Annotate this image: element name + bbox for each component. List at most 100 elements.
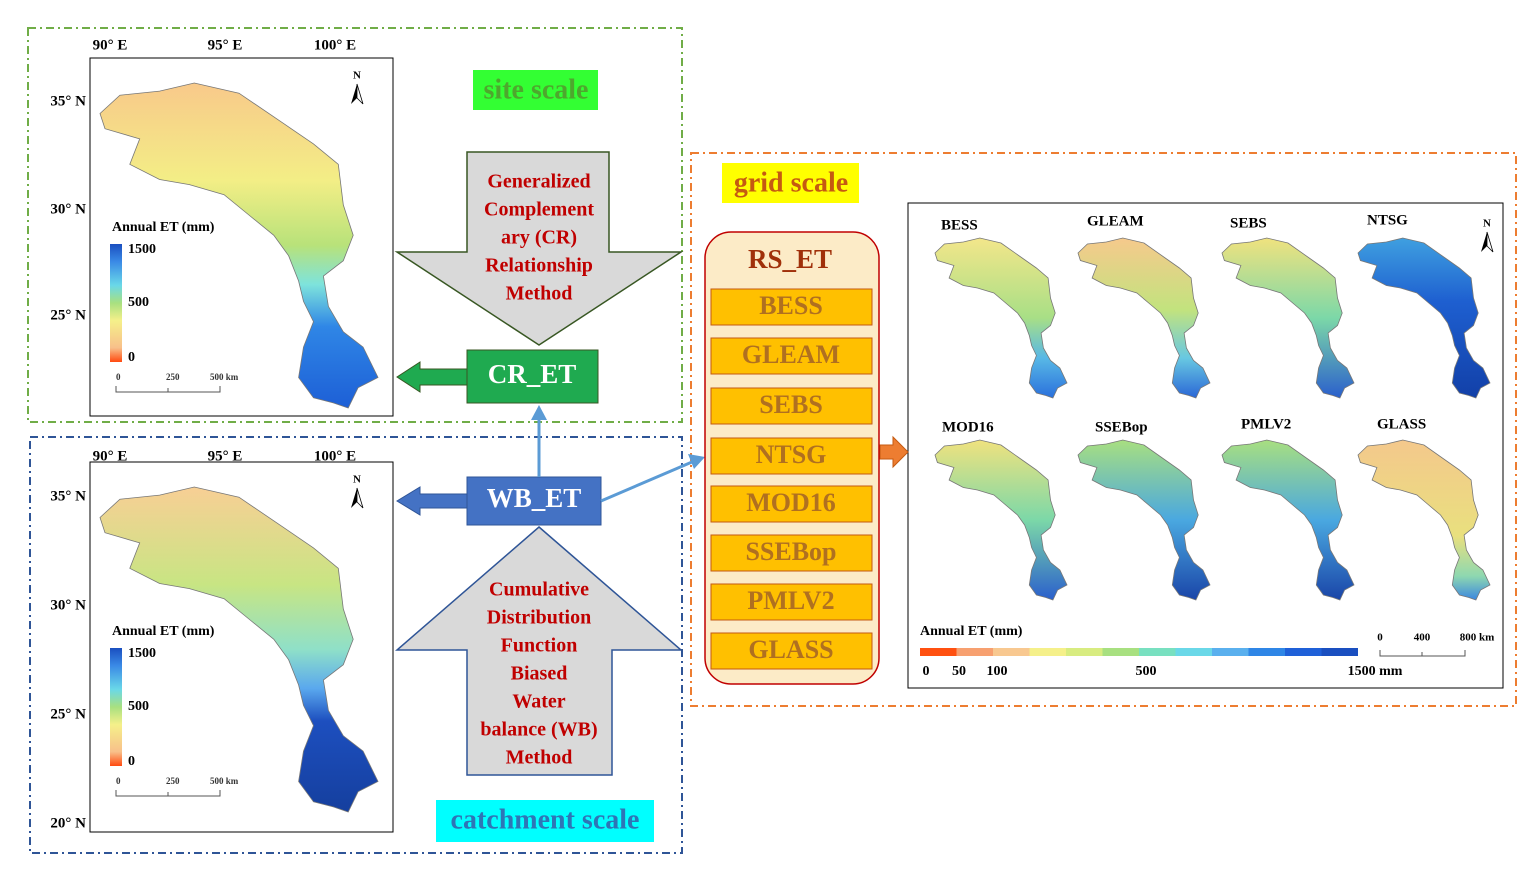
legend-title: Annual ET (mm) xyxy=(920,624,1023,639)
lon-label: 95° E xyxy=(208,37,243,53)
colorbar-label: 1500 mm xyxy=(1348,664,1403,679)
legend-title: Annual ET (mm) xyxy=(112,624,215,639)
colorbar-segment xyxy=(956,648,993,656)
lon-label: 90° E xyxy=(93,448,128,464)
basin-map xyxy=(99,486,379,813)
colorbar-segment xyxy=(1175,648,1212,656)
wb-et-label: WB_ET xyxy=(487,483,582,513)
method-text: Complement xyxy=(484,199,594,221)
scale-label-text: grid scale xyxy=(734,167,848,198)
method-text: Biased xyxy=(511,663,568,685)
product-label: SEBS xyxy=(759,390,823,419)
cr-et-label: CR_ET xyxy=(488,359,577,389)
legend-label: 0 xyxy=(128,754,135,769)
lon-label: 95° E xyxy=(208,448,243,464)
scale-label: 250 xyxy=(166,372,180,382)
scale-label: 0 xyxy=(1377,632,1383,644)
legend-label: 1500 xyxy=(128,242,156,257)
scale-bar xyxy=(115,386,221,393)
product-label: MOD16 xyxy=(746,488,836,517)
north-arrow xyxy=(351,488,357,508)
north-label: N xyxy=(353,474,361,486)
basin-map xyxy=(1077,237,1211,399)
lat-label: 20° N xyxy=(50,815,86,831)
legend-title: Annual ET (mm) xyxy=(112,220,215,235)
basin-map xyxy=(1221,237,1355,399)
basin-map xyxy=(1357,237,1491,399)
legend-label: 0 xyxy=(128,350,135,365)
arrow xyxy=(879,435,909,469)
north-label: N xyxy=(1483,218,1491,230)
basin-map xyxy=(934,237,1068,399)
method-arrow xyxy=(394,526,684,776)
scale-label: 500 km xyxy=(210,372,239,382)
method-text: Method xyxy=(506,283,573,305)
arrowhead xyxy=(531,405,547,420)
basin-map xyxy=(934,439,1068,601)
arrow xyxy=(396,486,468,516)
scale-label: 500 km xyxy=(210,776,239,786)
arrowhead xyxy=(688,454,705,469)
arrow xyxy=(600,460,693,503)
product-box xyxy=(710,583,873,621)
north-label: N xyxy=(353,70,361,82)
legend-label: 1500 xyxy=(128,646,156,661)
grid-panel-border xyxy=(690,152,1517,707)
map-name: MOD16 xyxy=(942,419,994,435)
method-text: Method xyxy=(506,747,573,769)
legend-colorbar xyxy=(110,244,122,362)
product-box xyxy=(710,534,873,572)
colorbar-segment xyxy=(1102,648,1139,656)
label-bg xyxy=(473,70,598,110)
product-box xyxy=(710,337,873,375)
method-text: ary (CR) xyxy=(501,227,577,249)
map-name: NTSG xyxy=(1367,212,1408,228)
product-label: SSEBop xyxy=(745,537,836,566)
method-text: Distribution xyxy=(487,607,591,629)
map-name: PMLV2 xyxy=(1241,416,1291,432)
cr-et-box xyxy=(466,349,599,404)
scale-label: 250 xyxy=(166,776,180,786)
colorbar-segment xyxy=(1285,648,1322,656)
basin-map xyxy=(1077,439,1211,601)
basin-map xyxy=(99,82,379,409)
product-label: GLEAM xyxy=(742,340,840,369)
lat-label: 35° N xyxy=(50,93,86,109)
method-text: balance (WB) xyxy=(480,719,597,741)
product-label: GLASS xyxy=(748,635,833,664)
lon-label: 90° E xyxy=(93,37,128,53)
product-label: NTSG xyxy=(756,440,827,469)
colorbar-segment xyxy=(1029,648,1066,656)
north-arrow xyxy=(356,487,364,509)
scale-label-text: site scale xyxy=(484,74,589,105)
product-label: BESS xyxy=(759,291,823,320)
lon-label: 100° E xyxy=(314,37,356,53)
map-name: SEBS xyxy=(1230,215,1267,231)
map-name: BESS xyxy=(941,217,978,233)
colorbar-segment xyxy=(1321,648,1358,656)
product-box xyxy=(710,632,873,670)
colorbar-label: 50 xyxy=(952,664,966,679)
scale-bar xyxy=(115,790,221,797)
colorbar-label: 0 xyxy=(923,664,930,679)
site-panel-border xyxy=(27,27,683,423)
colorbar-label: 100 xyxy=(987,664,1008,679)
label-bg xyxy=(436,800,654,842)
map-name: SSEBop xyxy=(1095,419,1148,435)
product-box xyxy=(710,485,873,523)
lat-label: 30° N xyxy=(50,597,86,613)
north-arrow xyxy=(356,83,364,105)
product-box xyxy=(710,288,873,326)
method-text: Function xyxy=(501,635,578,657)
colorbar-segment xyxy=(1248,648,1285,656)
product-box xyxy=(710,437,873,475)
colorbar-segment xyxy=(1139,648,1176,656)
colorbar-label: 500 xyxy=(1136,664,1157,679)
method-text: Cumulative xyxy=(489,579,589,601)
colorbar-segment xyxy=(920,648,957,656)
scale-bar xyxy=(1379,650,1466,657)
colorbar-segment xyxy=(1212,648,1249,656)
map-name: GLEAM xyxy=(1087,213,1144,229)
legend-label: 500 xyxy=(128,295,149,310)
